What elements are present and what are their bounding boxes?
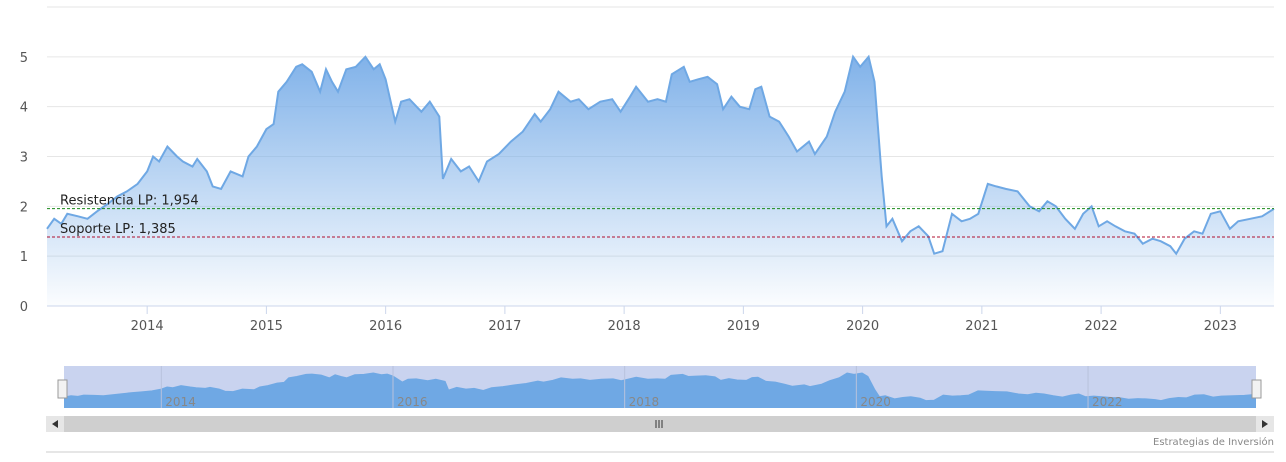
x-tick-label: 2016 <box>369 319 402 334</box>
credits: Estrategias de Inversión <box>1153 436 1274 448</box>
navigator-handle[interactable] <box>57 379 68 399</box>
x-tick-label: 2014 <box>131 319 164 334</box>
navigator-tick-label: 2014 <box>165 395 196 409</box>
y-tick-label: 4 <box>20 101 28 116</box>
scroll-grip <box>655 420 663 428</box>
navigator-handle[interactable] <box>1251 379 1262 399</box>
area-fill <box>64 373 1256 408</box>
scrollbar-thumb[interactable] <box>64 416 1256 432</box>
x-tick-label: 2021 <box>965 319 998 334</box>
y-tick-label: 5 <box>20 51 28 66</box>
x-tick-label: 2019 <box>727 319 760 334</box>
x-tick-label: 2015 <box>250 319 283 334</box>
level-label: Resistencia LP: 1,954 <box>60 194 199 209</box>
y-tick-label: 2 <box>20 200 28 215</box>
x-tick-label: 2023 <box>1204 319 1237 334</box>
arrow-left <box>52 420 58 428</box>
area-fill <box>47 56 1274 306</box>
level-label: Soporte LP: 1,385 <box>60 222 176 237</box>
x-tick-label: 2017 <box>488 319 521 334</box>
arrow-right <box>1262 420 1268 428</box>
x-tick-label: 2018 <box>608 319 641 334</box>
x-tick-label: 2020 <box>846 319 879 334</box>
y-tick-label: 3 <box>20 151 28 166</box>
area-line <box>63 372 1257 402</box>
navigator-tick-label: 2018 <box>629 395 660 409</box>
navigator-tick-label: 2022 <box>1092 395 1123 409</box>
y-tick-label: 0 <box>20 300 28 315</box>
x-tick-label: 2022 <box>1085 319 1118 334</box>
navigator-tick-label: 2020 <box>860 395 891 409</box>
y-tick-label: 1 <box>20 250 28 265</box>
navigator-tick-label: 2016 <box>397 395 428 409</box>
area-line <box>46 54 1275 256</box>
